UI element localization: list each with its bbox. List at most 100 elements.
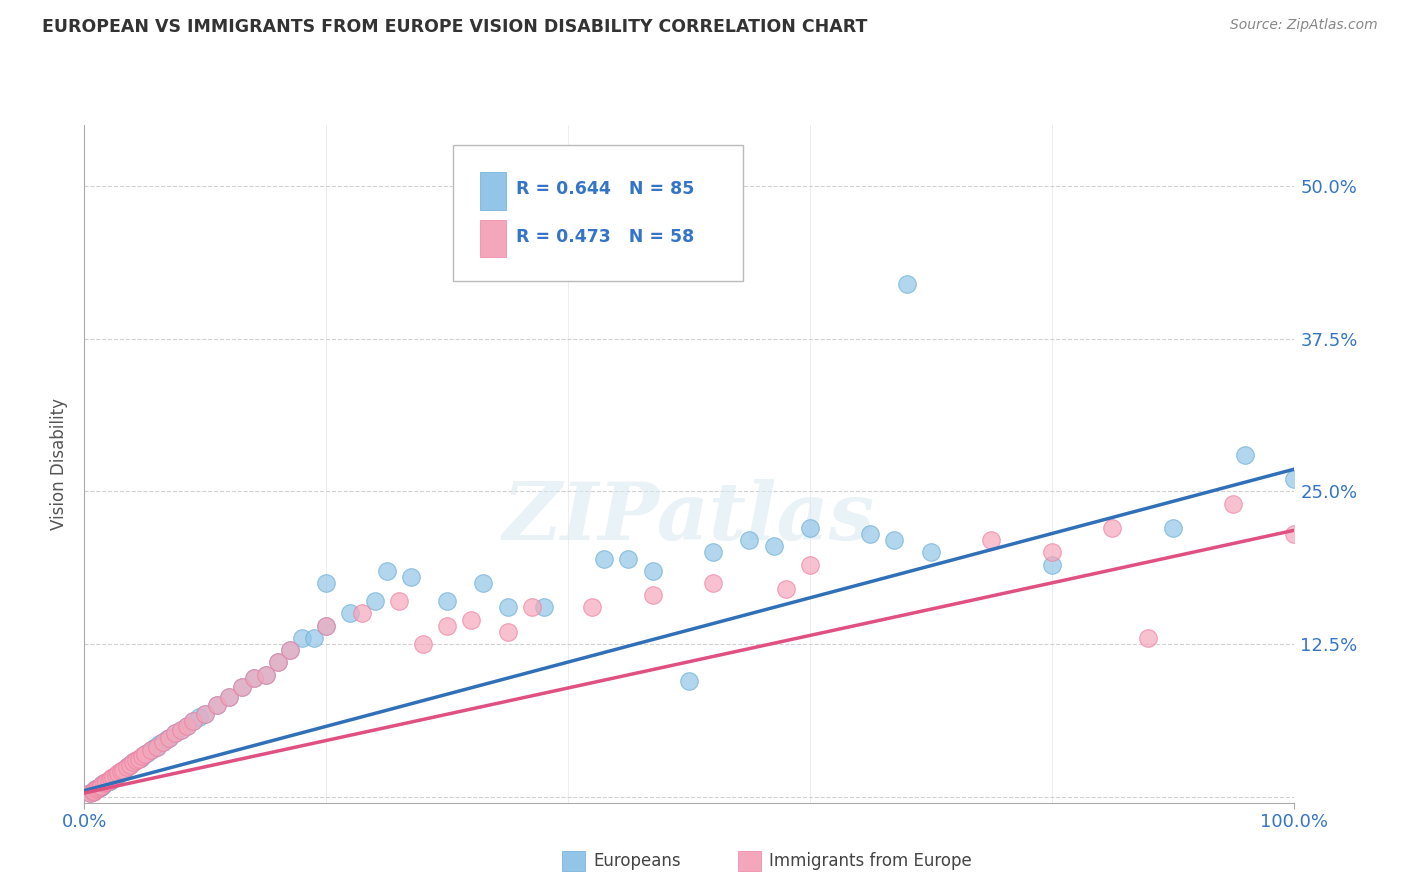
- Point: [155, 732, 177, 747]
- Point: [291, 631, 314, 645]
- Point: [641, 588, 664, 602]
- Point: [83, 783, 105, 797]
- Point: [207, 698, 229, 712]
- Point: [115, 760, 138, 774]
- Point: [231, 680, 253, 694]
- Point: [136, 746, 159, 760]
- Point: [90, 779, 112, 793]
- Point: [93, 776, 115, 790]
- Point: [100, 772, 122, 787]
- Point: [165, 726, 187, 740]
- Point: [148, 737, 170, 751]
- Point: [165, 726, 187, 740]
- Point: [134, 747, 156, 761]
- Point: [254, 667, 277, 681]
- Point: [181, 714, 204, 728]
- Point: [128, 752, 150, 766]
- Point: [1161, 521, 1184, 535]
- Point: [97, 773, 120, 788]
- Point: [170, 723, 193, 737]
- Point: [143, 740, 166, 755]
- Point: [93, 777, 115, 791]
- Text: ZIPatlas: ZIPatlas: [503, 479, 875, 557]
- Point: [134, 747, 156, 761]
- Point: [181, 714, 204, 728]
- Point: [121, 756, 143, 770]
- Point: [678, 673, 700, 688]
- Point: [170, 723, 193, 737]
- Point: [1040, 545, 1063, 559]
- Point: [131, 749, 153, 764]
- Point: [98, 773, 121, 788]
- Point: [799, 521, 821, 535]
- Point: [242, 671, 264, 685]
- Point: [97, 773, 120, 788]
- Point: [121, 756, 143, 770]
- Point: [883, 533, 905, 548]
- Point: [83, 783, 105, 797]
- Point: [738, 533, 761, 548]
- Point: [1040, 558, 1063, 572]
- Point: [120, 758, 142, 772]
- Point: [90, 780, 112, 794]
- Point: [267, 656, 290, 670]
- Point: [315, 618, 337, 632]
- Point: [799, 558, 821, 572]
- Point: [176, 719, 198, 733]
- Point: [315, 576, 337, 591]
- Point: [267, 656, 290, 670]
- Point: [82, 785, 104, 799]
- Point: [1101, 521, 1123, 535]
- Point: [207, 698, 229, 712]
- Point: [278, 643, 301, 657]
- Point: [218, 690, 240, 704]
- Text: Source: ZipAtlas.com: Source: ZipAtlas.com: [1230, 18, 1378, 32]
- Point: [152, 735, 174, 749]
- Point: [110, 764, 132, 778]
- Point: [94, 775, 117, 789]
- Point: [124, 754, 146, 768]
- Point: [254, 667, 277, 681]
- Point: [139, 743, 162, 757]
- Text: R = 0.644   N = 85: R = 0.644 N = 85: [516, 180, 695, 198]
- Point: [79, 786, 101, 800]
- Point: [1282, 472, 1305, 486]
- Point: [146, 739, 169, 754]
- Point: [702, 545, 724, 559]
- Point: [520, 600, 543, 615]
- Text: R = 0.473   N = 58: R = 0.473 N = 58: [516, 227, 695, 245]
- Point: [104, 768, 127, 782]
- Point: [115, 760, 138, 774]
- Point: [1222, 497, 1244, 511]
- Y-axis label: Vision Disability: Vision Disability: [49, 398, 67, 530]
- Point: [105, 768, 128, 782]
- Point: [152, 735, 174, 749]
- Point: [1137, 631, 1160, 645]
- FancyBboxPatch shape: [479, 172, 506, 210]
- Point: [104, 769, 127, 783]
- Point: [388, 594, 411, 608]
- Point: [339, 607, 361, 621]
- Point: [107, 766, 129, 780]
- Point: [896, 277, 918, 291]
- Point: [641, 564, 664, 578]
- Point: [617, 551, 640, 566]
- Point: [82, 785, 104, 799]
- Point: [112, 763, 135, 777]
- Point: [859, 527, 882, 541]
- Point: [533, 600, 555, 615]
- Point: [86, 781, 108, 796]
- Point: [100, 772, 122, 786]
- FancyBboxPatch shape: [453, 145, 744, 281]
- Point: [91, 777, 114, 791]
- Point: [112, 763, 135, 777]
- Point: [436, 618, 458, 632]
- Point: [315, 618, 337, 632]
- Point: [302, 631, 325, 645]
- Point: [278, 643, 301, 657]
- Point: [157, 731, 180, 745]
- Point: [91, 779, 114, 793]
- FancyBboxPatch shape: [479, 219, 506, 257]
- Point: [472, 576, 495, 591]
- Point: [117, 759, 139, 773]
